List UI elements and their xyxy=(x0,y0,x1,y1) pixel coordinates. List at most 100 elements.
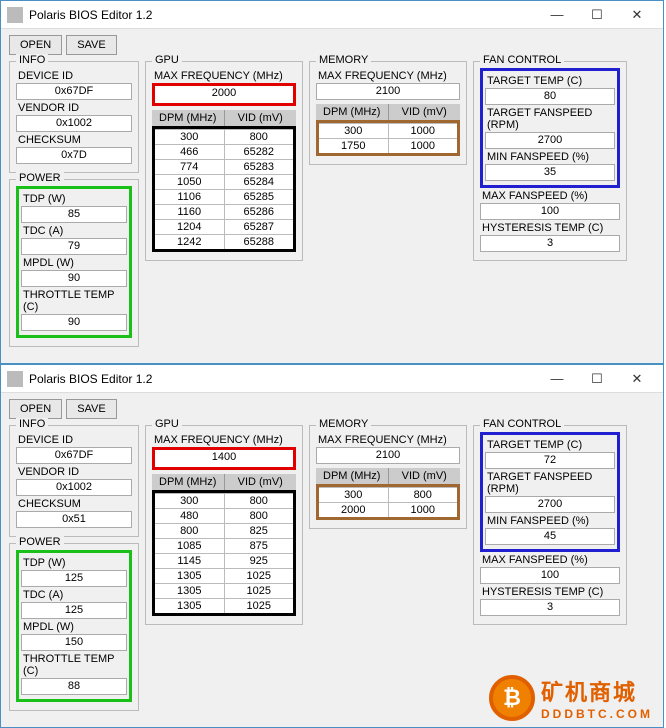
gpu-row[interactable]: 300800 xyxy=(155,493,293,508)
mem-dpm-cell[interactable]: 300 xyxy=(319,488,389,502)
gpu-row[interactable]: 120465287 xyxy=(155,219,293,234)
target-temp-value[interactable]: 72 xyxy=(485,452,615,469)
gpu-vid-cell[interactable]: 1025 xyxy=(225,584,294,598)
gpu-row[interactable]: 800825 xyxy=(155,523,293,538)
gpu-vid-cell[interactable]: 65283 xyxy=(225,160,294,174)
max-fanspeed-value[interactable]: 100 xyxy=(480,203,620,220)
gpu-dpm-cell[interactable]: 1242 xyxy=(155,235,225,249)
maximize-button[interactable]: ☐ xyxy=(577,7,617,23)
gpu-row[interactable]: 110665285 xyxy=(155,189,293,204)
checksum-value[interactable]: 0x7D xyxy=(16,147,132,164)
col-info: INFODEVICE ID0x67DFVENDOR ID0x1002CHECKS… xyxy=(9,425,139,717)
device-id-value[interactable]: 0x67DF xyxy=(16,83,132,100)
gpu-row[interactable]: 13051025 xyxy=(155,583,293,598)
target-fanspeed-value[interactable]: 2700 xyxy=(485,496,615,513)
tdp-value[interactable]: 125 xyxy=(21,570,127,587)
gpu-dpm-cell[interactable]: 1050 xyxy=(155,175,225,189)
gpu-row[interactable]: 105065284 xyxy=(155,174,293,189)
hysteresis-temp-value[interactable]: 3 xyxy=(480,599,620,616)
mem-vid-cell[interactable]: 1000 xyxy=(389,139,458,153)
mem-vid-cell[interactable]: 1000 xyxy=(389,124,458,138)
device-id-value[interactable]: 0x67DF xyxy=(16,447,132,464)
gpu-row[interactable]: 46665282 xyxy=(155,144,293,159)
gpu-row[interactable]: 13051025 xyxy=(155,598,293,613)
gpu-dpm-cell[interactable]: 1305 xyxy=(155,599,225,613)
gpu-dpm-cell[interactable]: 1145 xyxy=(155,554,225,568)
vendor-id-value[interactable]: 0x1002 xyxy=(16,115,132,132)
gpu-vid-cell[interactable]: 875 xyxy=(225,539,294,553)
maximize-button[interactable]: ☐ xyxy=(577,371,617,387)
mem-vid-cell[interactable]: 800 xyxy=(389,488,458,502)
gpu-dpm-cell[interactable]: 1106 xyxy=(155,190,225,204)
hysteresis-temp-value[interactable]: 3 xyxy=(480,235,620,252)
checksum-value[interactable]: 0x51 xyxy=(16,511,132,528)
gpu-vid-cell[interactable]: 825 xyxy=(225,524,294,538)
gpu-row[interactable]: 124265288 xyxy=(155,234,293,249)
tdp-value[interactable]: 85 xyxy=(21,206,127,223)
gpu-dpm-cell[interactable]: 1160 xyxy=(155,205,225,219)
mpdl-value[interactable]: 150 xyxy=(21,634,127,651)
mem-vid-cell[interactable]: 1000 xyxy=(389,503,458,517)
minimize-button[interactable]: — xyxy=(537,7,577,22)
minimize-button[interactable]: — xyxy=(537,371,577,386)
gpu-dpm-cell[interactable]: 800 xyxy=(155,524,225,538)
max-fanspeed-label: MAX FANSPEED (%) xyxy=(482,554,620,566)
gpu-dpm-cell[interactable]: 1204 xyxy=(155,220,225,234)
mem-dpm-cell[interactable]: 2000 xyxy=(319,503,389,517)
open-button[interactable]: OPEN xyxy=(9,35,62,55)
mem-row[interactable]: 3001000 xyxy=(319,123,457,138)
gpu-maxfreq-value[interactable]: 2000 xyxy=(155,86,293,103)
gpu-vid-cell[interactable]: 65284 xyxy=(225,175,294,189)
gpu-vid-cell[interactable]: 65286 xyxy=(225,205,294,219)
min-fanspeed-value[interactable]: 35 xyxy=(485,164,615,181)
gpu-maxfreq-value[interactable]: 1400 xyxy=(155,450,293,467)
target-temp-value[interactable]: 80 xyxy=(485,88,615,105)
max-fanspeed-value[interactable]: 100 xyxy=(480,567,620,584)
gpu-dpm-cell[interactable]: 1085 xyxy=(155,539,225,553)
throttle-temp-value[interactable]: 88 xyxy=(21,678,127,695)
gpu-vid-cell[interactable]: 1025 xyxy=(225,599,294,613)
gpu-row[interactable]: 480800 xyxy=(155,508,293,523)
gpu-vid-cell[interactable]: 925 xyxy=(225,554,294,568)
close-button[interactable]: ✕ xyxy=(617,7,657,23)
gpu-row[interactable]: 1145925 xyxy=(155,553,293,568)
tdc-value[interactable]: 79 xyxy=(21,238,127,255)
mem-maxfreq-value[interactable]: 2100 xyxy=(316,83,460,100)
gpu-dpm-cell[interactable]: 300 xyxy=(155,130,225,144)
gpu-vid-cell[interactable]: 800 xyxy=(225,494,294,508)
gpu-vid-cell[interactable]: 65288 xyxy=(225,235,294,249)
gpu-vid-cell[interactable]: 65287 xyxy=(225,220,294,234)
mem-dpm-cell[interactable]: 1750 xyxy=(319,139,389,153)
gpu-row[interactable]: 116065286 xyxy=(155,204,293,219)
gpu-row[interactable]: 300800 xyxy=(155,129,293,144)
tdc-value[interactable]: 125 xyxy=(21,602,127,619)
save-button[interactable]: SAVE xyxy=(66,399,117,419)
gpu-vid-cell[interactable]: 800 xyxy=(225,130,294,144)
min-fanspeed-value[interactable]: 45 xyxy=(485,528,615,545)
vendor-id-value[interactable]: 0x1002 xyxy=(16,479,132,496)
close-button[interactable]: ✕ xyxy=(617,371,657,387)
target-fanspeed-value[interactable]: 2700 xyxy=(485,132,615,149)
throttle-temp-value[interactable]: 90 xyxy=(21,314,127,331)
save-button[interactable]: SAVE xyxy=(66,35,117,55)
mem-dpm-cell[interactable]: 300 xyxy=(319,124,389,138)
gpu-vid-cell[interactable]: 1025 xyxy=(225,569,294,583)
gpu-dpm-cell[interactable]: 480 xyxy=(155,509,225,523)
mem-row[interactable]: 17501000 xyxy=(319,138,457,153)
mem-maxfreq-value[interactable]: 2100 xyxy=(316,447,460,464)
gpu-dpm-cell[interactable]: 1305 xyxy=(155,584,225,598)
gpu-row[interactable]: 77465283 xyxy=(155,159,293,174)
gpu-row[interactable]: 1085875 xyxy=(155,538,293,553)
gpu-vid-cell[interactable]: 65285 xyxy=(225,190,294,204)
gpu-dpm-cell[interactable]: 300 xyxy=(155,494,225,508)
open-button[interactable]: OPEN xyxy=(9,399,62,419)
gpu-vid-cell[interactable]: 800 xyxy=(225,509,294,523)
mem-row[interactable]: 20001000 xyxy=(319,502,457,517)
gpu-dpm-cell[interactable]: 466 xyxy=(155,145,225,159)
mpdl-value[interactable]: 90 xyxy=(21,270,127,287)
gpu-vid-cell[interactable]: 65282 xyxy=(225,145,294,159)
gpu-dpm-cell[interactable]: 774 xyxy=(155,160,225,174)
gpu-dpm-cell[interactable]: 1305 xyxy=(155,569,225,583)
gpu-row[interactable]: 13051025 xyxy=(155,568,293,583)
mem-row[interactable]: 300800 xyxy=(319,487,457,502)
